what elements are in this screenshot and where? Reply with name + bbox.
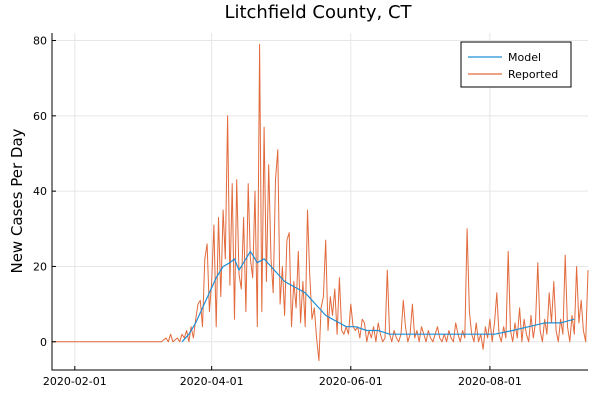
x-tick-label: 2020-08-01 xyxy=(458,375,522,388)
chart-title: Litchfield County, CT xyxy=(224,2,412,23)
legend-label-model: Model xyxy=(508,51,541,64)
x-tick-label: 2020-02-01 xyxy=(43,375,107,388)
legend-label-reported: Reported xyxy=(508,68,558,81)
series-line-reported xyxy=(52,43,589,362)
y-tick-label: 60 xyxy=(33,110,47,123)
x-tick-label: 2020-04-01 xyxy=(180,375,244,388)
series-line-model xyxy=(181,250,575,343)
legend: Model Reported xyxy=(460,41,572,88)
y-axis-label: New Cases Per Day xyxy=(8,128,26,273)
y-tick-label: 40 xyxy=(33,185,47,198)
y-tick-label: 20 xyxy=(33,260,47,273)
legend-box xyxy=(460,41,572,88)
plot-series xyxy=(52,43,589,362)
axis-frame xyxy=(51,33,588,371)
y-tick-label: 0 xyxy=(40,336,47,349)
x-tick-label: 2020-06-01 xyxy=(319,375,383,388)
y-tick-label: 80 xyxy=(33,35,47,48)
tick-labels: 0 20 40 60 80 2020-02-01 2020-04-01 2020-06-01 2… xyxy=(33,35,522,388)
